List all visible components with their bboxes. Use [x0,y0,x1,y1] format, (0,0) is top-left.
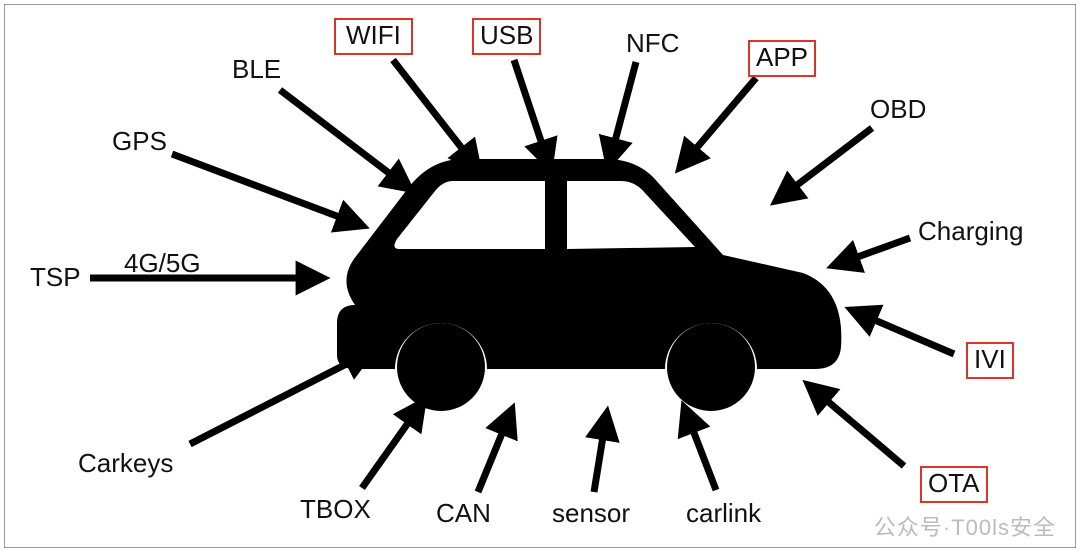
label-tsp: TSP [30,262,81,293]
label-obd: OBD [870,94,926,125]
label-carkeys: Carkeys [78,448,173,479]
label-usb: USB [472,18,541,55]
car-icon [335,155,845,415]
label-wifi: WIFI [334,18,413,55]
label-tbox: TBOX [300,494,371,525]
label-app: APP [748,40,816,77]
label-charging: Charging [918,216,1024,247]
label-ota: OTA [920,466,988,503]
label-can: CAN [436,498,491,529]
label-nfc: NFC [626,28,679,59]
label-sensor: sensor [552,498,630,529]
label-carlink: carlink [686,498,761,529]
label-4g5g: 4G/5G [124,248,201,279]
label-gps: GPS [112,126,167,157]
label-ivi: IVI [966,342,1014,379]
label-ble: BLE [232,54,281,85]
